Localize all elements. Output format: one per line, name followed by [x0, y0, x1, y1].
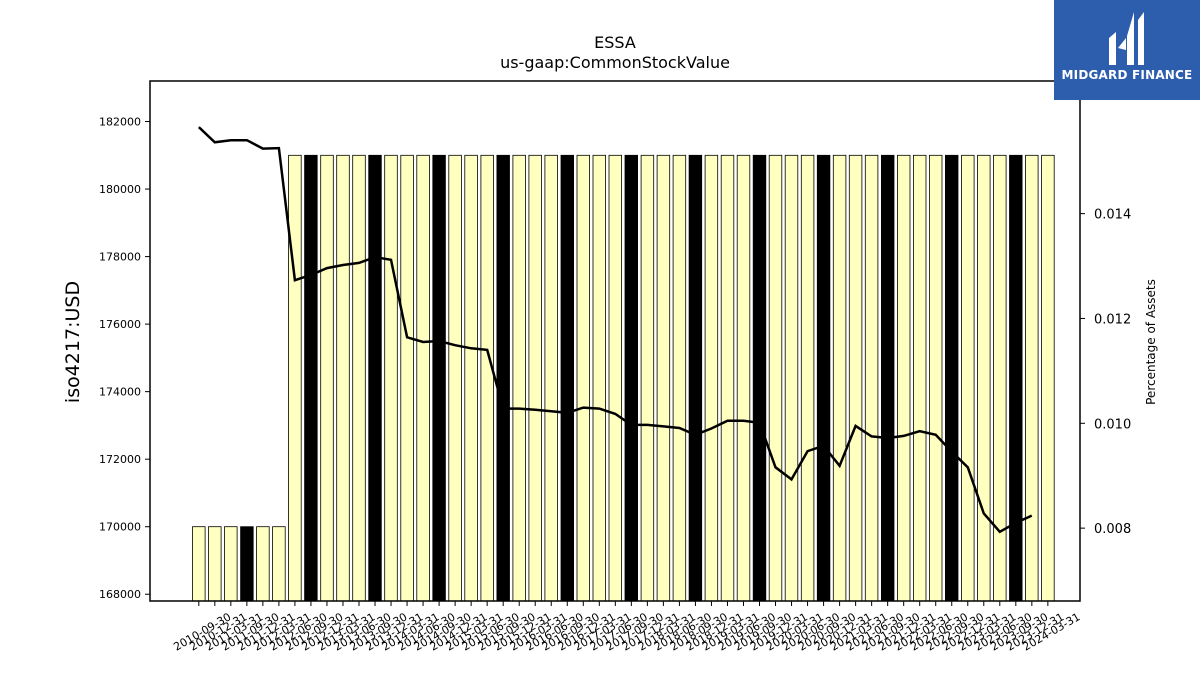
bar-2015-06-30 [480, 154, 494, 602]
bar-2015-03-31 [464, 154, 478, 602]
bar-2014-03-31 [400, 154, 414, 602]
bar-2014-06-30 [416, 154, 430, 602]
y2-tick-label: 0.010 [1094, 417, 1131, 432]
bar-2013-03-31 [336, 154, 350, 602]
bar-2011-03-31 [224, 526, 238, 602]
bar-2020-06-30 [800, 154, 815, 602]
bar-2023-09-30 [1009, 154, 1023, 602]
bar-2013-06-30 [352, 154, 366, 602]
bar-2015-12-31 [512, 154, 526, 602]
bar-2020-09-30 [816, 154, 831, 602]
chart-title: ESSA [594, 33, 636, 52]
bar-2018-06-30 [672, 154, 687, 602]
bar-2014-12-31 [448, 154, 462, 602]
bar-2017-06-30 [608, 154, 623, 602]
bar-2023-12-31 [1025, 154, 1039, 602]
y2-tick-label: 0.008 [1094, 522, 1131, 537]
y-tick-label: 178000 [99, 251, 141, 264]
bar-2016-12-31 [576, 154, 591, 602]
bar-2018-09-30 [688, 154, 703, 602]
bar-2021-09-30 [881, 154, 895, 602]
brand-logo: MIDGARD FINANCE [1054, 0, 1200, 100]
bar-2019-12-31 [768, 154, 783, 602]
bar-2017-12-31 [640, 154, 655, 602]
bar-2018-12-31 [704, 154, 719, 602]
bar-2016-09-30 [560, 154, 575, 602]
bar-2010-12-31 [208, 526, 222, 602]
y2-tick-label: 0.012 [1094, 312, 1131, 327]
bar-2022-12-31 [961, 154, 975, 602]
bar-2023-06-30 [993, 154, 1007, 602]
bar-2014-09-30 [432, 154, 446, 602]
y-tick-label: 174000 [99, 386, 141, 399]
midgard-logo-icon [1109, 12, 1144, 65]
bar-2012-03-31 [272, 526, 286, 602]
y-tick-label: 172000 [99, 453, 141, 466]
bar-2021-06-30 [864, 154, 879, 602]
bar-2021-12-31 [897, 154, 911, 602]
bar-2022-09-30 [945, 154, 959, 602]
bar-2021-03-31 [848, 154, 863, 602]
bar-2012-09-30 [304, 154, 318, 602]
bar-2019-09-30 [752, 154, 767, 602]
bar-2017-09-30 [624, 154, 639, 602]
bar-2018-03-31 [656, 154, 671, 602]
y-axis-label: iso4217:USD [62, 281, 84, 403]
bar-2016-03-31 [528, 154, 542, 602]
bar-2011-12-31 [256, 526, 270, 602]
bar-2019-03-31 [720, 154, 735, 602]
plot-frame [149, 80, 1081, 602]
y-tick-label: 180000 [99, 183, 141, 196]
bar-2023-03-31 [977, 154, 991, 602]
bar-2024-03-31 [1041, 154, 1055, 602]
bar-2016-06-30 [544, 154, 558, 602]
bar-2013-09-30 [368, 154, 382, 602]
y-tick-label: 170000 [99, 521, 141, 534]
chart-subtitle: us-gaap:CommonStockValue [500, 53, 730, 72]
bar-2022-06-30 [929, 154, 943, 602]
bar-2022-03-31 [913, 154, 927, 602]
bar-2013-12-31 [384, 154, 398, 602]
bar-2020-03-31 [784, 154, 799, 602]
bar-2020-12-31 [832, 154, 847, 602]
bar-2017-03-31 [592, 154, 607, 602]
y-tick-label: 176000 [99, 318, 141, 331]
brand-name: MIDGARD FINANCE [1061, 68, 1193, 82]
percentage-of-assets-line [197, 126, 1033, 534]
bar-2010-09-30 [192, 526, 206, 602]
bar-2012-12-31 [320, 154, 334, 602]
y-tick-label: 168000 [99, 588, 141, 601]
y2-tick-label: 0.014 [1094, 208, 1131, 223]
bar-2012-06-30 [288, 154, 302, 602]
bar-2011-09-30 [240, 526, 254, 602]
y2-axis-label: Percentage of Assets [1144, 279, 1158, 405]
bar-2015-09-30 [496, 154, 510, 602]
y-tick-label: 182000 [99, 116, 141, 129]
bar-2019-06-30 [736, 154, 751, 602]
